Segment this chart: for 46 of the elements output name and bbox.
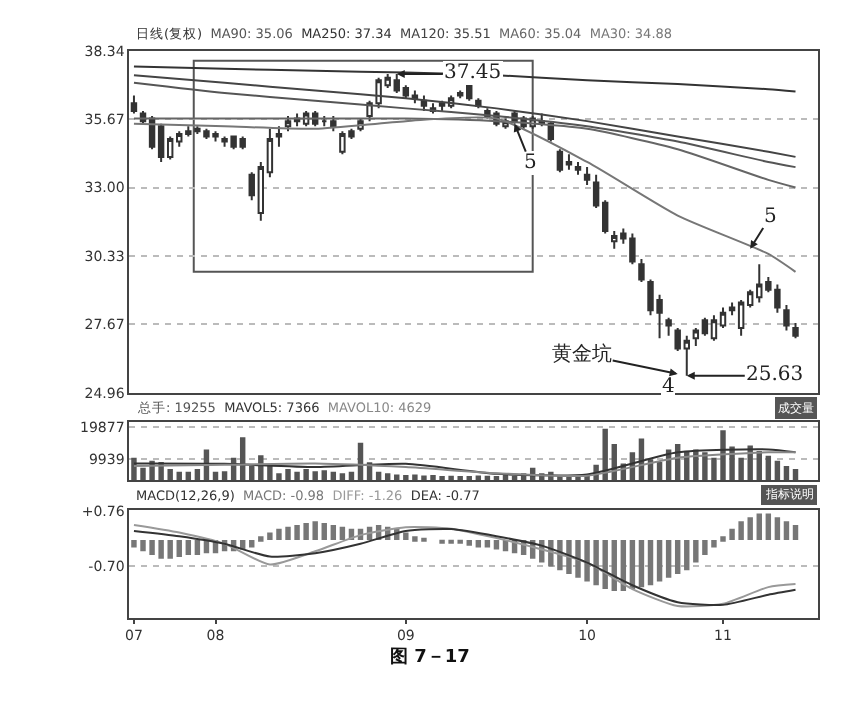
candlestick xyxy=(330,115,337,133)
line-series xyxy=(132,65,797,93)
candlestick xyxy=(583,166,591,186)
annotation: 5 xyxy=(764,206,777,228)
annotation: 黄金坑 xyxy=(552,342,612,366)
candlestick xyxy=(792,321,799,340)
bar xyxy=(647,540,654,586)
bar xyxy=(475,540,482,548)
candlestick xyxy=(556,148,564,174)
line-series xyxy=(132,117,797,189)
candlestick xyxy=(710,314,718,342)
bar xyxy=(756,513,762,540)
candlestick xyxy=(157,122,165,163)
candlestick xyxy=(574,160,582,176)
candlestick xyxy=(665,316,672,337)
bar xyxy=(466,540,472,546)
bar xyxy=(684,540,690,571)
bar xyxy=(330,524,337,540)
bar xyxy=(249,540,255,548)
bar xyxy=(656,540,663,582)
bar xyxy=(674,540,681,574)
caption: 图 7－17 xyxy=(390,646,470,668)
bar xyxy=(185,540,192,556)
bar xyxy=(774,517,781,540)
annotation: 5 xyxy=(524,152,537,174)
candlestick xyxy=(321,115,328,128)
annotation: 4 xyxy=(662,376,675,398)
bar xyxy=(176,540,182,557)
bar xyxy=(783,521,790,540)
line-series xyxy=(132,116,797,273)
candlestick xyxy=(565,153,573,171)
bar xyxy=(765,513,772,540)
bar xyxy=(638,540,645,588)
bar xyxy=(792,524,799,540)
candlestick xyxy=(456,89,464,100)
bar xyxy=(484,540,491,548)
bar xyxy=(321,523,327,540)
annotation: 25.63 xyxy=(746,364,804,386)
candlestick xyxy=(638,258,645,284)
candlestick xyxy=(130,94,138,115)
bar xyxy=(194,540,201,556)
candlestick xyxy=(275,125,283,148)
annotation: 37.45 xyxy=(444,62,502,84)
bar xyxy=(665,540,672,578)
candlestick xyxy=(737,298,745,337)
candlestick xyxy=(783,304,790,332)
